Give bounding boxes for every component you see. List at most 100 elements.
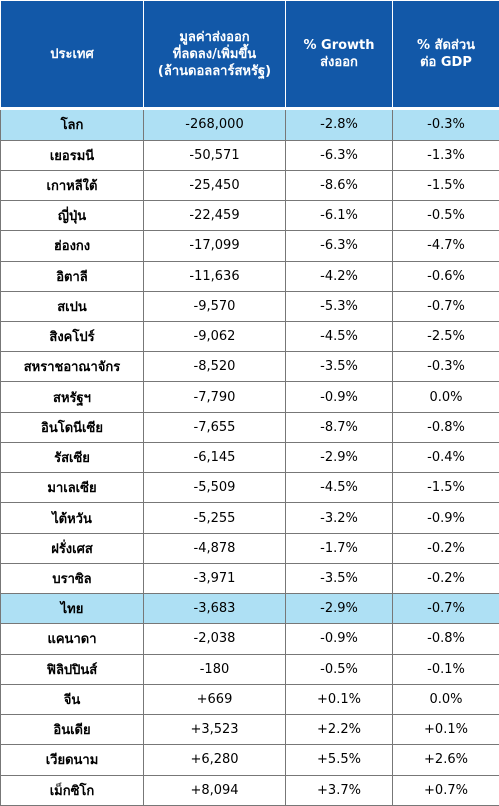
country-cell: เม็กซิโก <box>0 774 144 806</box>
value-cell: +3,523 <box>143 714 286 746</box>
table-row: เม็กซิโก +8,094 +3.7% +0.7% <box>0 774 499 806</box>
value-cell: -5,509 <box>143 472 286 504</box>
country-cell: ไทย <box>0 593 144 625</box>
header-cell: % สัดส่วนต่อ GDP <box>392 0 499 110</box>
country-cell: อิตาลี <box>0 260 144 292</box>
value-cell: -3.2% <box>285 502 393 534</box>
table-row: ไต้หวัน -5,255 -3.2% -0.9% <box>0 502 499 534</box>
table-row: สิงคโปร์ -9,062 -4.5% -2.5% <box>0 321 499 353</box>
value-cell: -0.9% <box>392 502 499 534</box>
table-row: สหราชอาณาจักร -8,520 -3.5% -0.3% <box>0 351 499 383</box>
country-cell: ฮ่องกง <box>0 230 144 262</box>
value-cell: -2.8% <box>285 108 393 141</box>
value-cell: -0.1% <box>392 653 499 685</box>
header-text: ที่ลดลง/เพิ่มขึ้น <box>172 46 257 62</box>
value-cell: -0.5% <box>285 653 393 685</box>
value-cell: +0.7% <box>392 774 499 806</box>
value-cell: -4.5% <box>285 472 393 504</box>
value-cell: -3,971 <box>143 562 286 595</box>
header-cell: ประเทศ <box>0 0 144 110</box>
value-cell: -4.2% <box>285 260 393 292</box>
value-cell: 0.0% <box>392 683 499 716</box>
value-cell: +0.1% <box>392 714 499 746</box>
value-cell: -0.8% <box>392 623 499 655</box>
country-cell: อินเดีย <box>0 714 144 746</box>
value-cell: -9,062 <box>143 321 286 353</box>
value-cell: -9,570 <box>143 290 286 323</box>
country-cell: มาเลเซีย <box>0 472 144 504</box>
country-cell: ไต้หวัน <box>0 502 144 534</box>
header-text: (ล้านดอลลาร์สหรัฐ) <box>157 63 272 79</box>
value-cell: -4,878 <box>143 532 286 564</box>
value-cell: -0.2% <box>392 532 499 564</box>
value-cell: -0.9% <box>285 381 393 413</box>
table-row: เกาหลีใต้ -25,450 -8.6% -1.5% <box>0 169 499 202</box>
table-row: ญี่ปุ่น -22,459 -6.1% -0.5% <box>0 200 499 232</box>
value-cell: -6.3% <box>285 139 393 171</box>
table-row: สหรัฐฯ -7,790 -0.9% 0.0% <box>0 381 499 413</box>
value-cell: -7,790 <box>143 381 286 413</box>
value-cell: -8,520 <box>143 351 286 383</box>
country-cell: เยอรมนี <box>0 139 144 171</box>
header-text: ส่งออก <box>320 55 358 70</box>
table-row: อินเดีย +3,523 +2.2% +0.1% <box>0 714 499 746</box>
country-cell: ฝรั่งเศส <box>0 532 144 564</box>
country-cell: สหราชอาณาจักร <box>0 351 144 383</box>
value-cell: -5.3% <box>285 290 393 323</box>
table-row: แคนาดา -2,038 -0.9% -0.8% <box>0 623 499 655</box>
value-cell: -2.9% <box>285 441 393 474</box>
value-cell: -4.7% <box>392 230 499 262</box>
header-row: ประเทศ มูลค่าส่งออก ที่ลดลง/เพิ่มขึ้น (ล้าน… <box>0 0 499 110</box>
table-row: เวียดนาม +6,280 +5.5% +2.6% <box>0 744 499 776</box>
value-cell: -0.3% <box>392 108 499 141</box>
country-cell: สหรัฐฯ <box>0 381 144 413</box>
value-cell: -6.3% <box>285 230 393 262</box>
table-row: อิตาลี -11,636 -4.2% -0.6% <box>0 260 499 292</box>
value-cell: +669 <box>143 683 286 716</box>
value-cell: -17,099 <box>143 230 286 262</box>
table-row: ฟิลิปปินส์ -180 -0.5% -0.1% <box>0 653 499 685</box>
value-cell: -3,683 <box>143 593 286 625</box>
value-cell: +8,094 <box>143 774 286 806</box>
value-cell: -268,000 <box>143 108 286 141</box>
value-cell: -2.9% <box>285 593 393 625</box>
header-text: ต่อ GDP <box>420 55 472 70</box>
header-cell: มูลค่าส่งออก ที่ลดลง/เพิ่มขึ้น (ล้านดอลลาร… <box>143 0 286 110</box>
table-row: สเปน -9,570 -5.3% -0.7% <box>0 290 499 323</box>
value-cell: -8.6% <box>285 169 393 202</box>
table-row: ฝรั่งเศส -4,878 -1.7% -0.2% <box>0 532 499 564</box>
value-cell: -0.4% <box>392 441 499 474</box>
country-cell: ญี่ปุ่น <box>0 200 144 232</box>
value-cell: 0.0% <box>392 381 499 413</box>
value-cell: +0.1% <box>285 683 393 716</box>
value-cell: -11,636 <box>143 260 286 292</box>
value-cell: -0.2% <box>392 562 499 595</box>
value-cell: -50,571 <box>143 139 286 171</box>
value-cell: +5.5% <box>285 744 393 776</box>
value-cell: -0.8% <box>392 411 499 443</box>
country-cell: บราซิล <box>0 562 144 595</box>
value-cell: -0.7% <box>392 290 499 323</box>
header-text: ประเทศ <box>50 46 94 62</box>
table-body: โลก -268,000 -2.8% -0.3% เยอรมนี -50,571 -6.3%… <box>0 108 499 806</box>
value-cell: +2.2% <box>285 714 393 746</box>
value-cell: -0.3% <box>392 351 499 383</box>
value-cell: -180 <box>143 653 286 685</box>
header-text: % สัดส่วน <box>416 38 476 53</box>
table-row: จีน +669 +0.1% 0.0% <box>0 683 499 716</box>
value-cell: -3.5% <box>285 351 393 383</box>
country-cell: สิงคโปร์ <box>0 321 144 353</box>
value-cell: -0.7% <box>392 593 499 625</box>
country-cell: เกาหลีใต้ <box>0 169 144 202</box>
table-row: ฮ่องกง -17,099 -6.3% -4.7% <box>0 230 499 262</box>
table-row: โลก -268,000 -2.8% -0.3% <box>0 108 499 141</box>
country-cell: แคนาดา <box>0 623 144 655</box>
value-cell: -1.5% <box>392 472 499 504</box>
country-cell: ฟิลิปปินส์ <box>0 653 144 685</box>
table-row: มาเลเซีย -5,509 -4.5% -1.5% <box>0 472 499 504</box>
country-cell: เวียดนาม <box>0 744 144 776</box>
value-cell: -4.5% <box>285 321 393 353</box>
table-row: อินโดนีเซีย -7,655 -8.7% -0.8% <box>0 411 499 443</box>
